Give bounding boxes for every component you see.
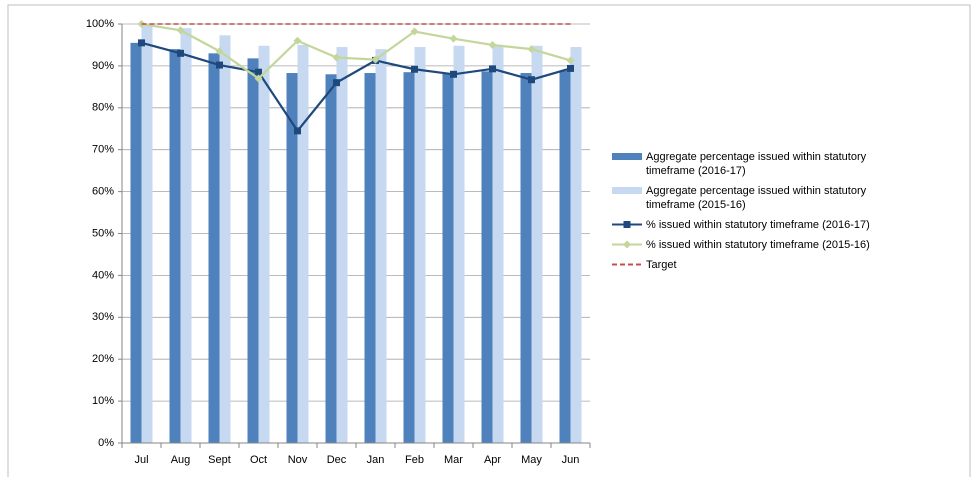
x-tick-label: Oct: [250, 454, 267, 466]
marker: [255, 68, 262, 76]
x-tick-label: Sept: [208, 454, 231, 466]
marker: [176, 26, 185, 35]
marker: [449, 34, 458, 43]
legend-swatch: [612, 240, 642, 249]
legend-swatch: [612, 187, 642, 194]
marker: [488, 40, 497, 49]
line: [141, 22, 571, 80]
bar: [403, 72, 415, 443]
marker: [371, 55, 380, 64]
legend-label: % issued within statutory timeframe (201…: [646, 219, 870, 231]
y-tick-label: 10%: [92, 395, 114, 407]
marker: [411, 65, 418, 73]
legend-swatch: [612, 263, 642, 266]
bar: [169, 49, 181, 443]
legend-label: % issued within statutory timeframe (201…: [646, 239, 870, 251]
x-tick-label: Apr: [484, 454, 501, 466]
legend-item: Aggregate percentage issued within statu…: [610, 184, 880, 212]
bar: [375, 49, 387, 443]
bar: [258, 45, 270, 444]
marker: [254, 74, 263, 83]
bar: [325, 74, 337, 443]
bar: [481, 71, 493, 444]
swatch: [612, 187, 642, 194]
marker: [216, 61, 223, 69]
x-tick-label: Nov: [288, 454, 308, 466]
marker: [138, 39, 145, 47]
frame: [7, 4, 971, 477]
marker: [215, 47, 224, 56]
x-tick-label: Dec: [327, 454, 347, 466]
marker: [177, 49, 184, 57]
x-tick-label: Jul: [134, 454, 148, 466]
legend-item: Target: [610, 258, 880, 272]
marker: [489, 65, 496, 73]
bar: [180, 28, 192, 443]
marker: [623, 240, 631, 249]
legend-item: % issued within statutory timeframe (201…: [610, 238, 880, 252]
bar: [297, 44, 309, 443]
x-tick-label: Jun: [562, 454, 580, 466]
legend: Aggregate percentage issued within statu…: [610, 150, 880, 278]
bar: [414, 47, 426, 444]
y-tick-label: 20%: [92, 353, 114, 365]
bar: [336, 47, 348, 444]
bar: [492, 45, 504, 444]
marker: [528, 76, 535, 84]
bar: [453, 45, 465, 444]
marker: [527, 45, 536, 54]
marker: [450, 70, 457, 78]
x-tick-label: Jan: [367, 454, 385, 466]
bar: [559, 70, 571, 443]
legend-label: Target: [646, 259, 677, 271]
marker: [293, 36, 302, 45]
y-tick-label: 0%: [98, 437, 114, 449]
y-tick-label: 50%: [92, 227, 114, 239]
bar: [364, 73, 376, 443]
bar: [141, 24, 153, 443]
y-tick-label: 80%: [92, 102, 114, 114]
y-tick-label: 70%: [92, 144, 114, 156]
bar: [570, 47, 582, 444]
bar: [219, 35, 231, 444]
legend-label: Aggregate percentage issued within statu…: [646, 151, 867, 177]
x-tick-label: May: [521, 454, 542, 466]
marker: [294, 127, 301, 135]
bar: [130, 42, 142, 443]
x-tick-label: Mar: [444, 454, 463, 466]
line: [141, 41, 571, 133]
bar: [208, 53, 220, 444]
legend-swatch: [612, 153, 642, 160]
marker: [333, 79, 340, 87]
bar: [520, 73, 532, 443]
marker: [566, 56, 575, 65]
x-tick-label: Aug: [171, 454, 191, 466]
y-tick-label: 90%: [92, 60, 114, 72]
y-tick-label: 100%: [86, 18, 114, 30]
y-tick-label: 40%: [92, 269, 114, 281]
legend-label: Aggregate percentage issued within statu…: [646, 185, 867, 211]
y-tick-label: 60%: [92, 186, 114, 198]
y-tick-label: 30%: [92, 311, 114, 323]
x-tick-label: Feb: [405, 454, 424, 466]
legend-swatch: [612, 221, 642, 228]
bar: [286, 73, 298, 443]
bar: [531, 45, 543, 444]
marker: [332, 53, 341, 62]
marker: [567, 64, 574, 72]
legend-item: Aggregate percentage issued within statu…: [610, 150, 880, 178]
swatch: [612, 153, 642, 160]
marker: [623, 221, 631, 228]
legend-item: % issued within statutory timeframe (201…: [610, 218, 880, 232]
bar: [442, 73, 454, 443]
bar: [247, 58, 259, 443]
marker: [410, 27, 419, 36]
